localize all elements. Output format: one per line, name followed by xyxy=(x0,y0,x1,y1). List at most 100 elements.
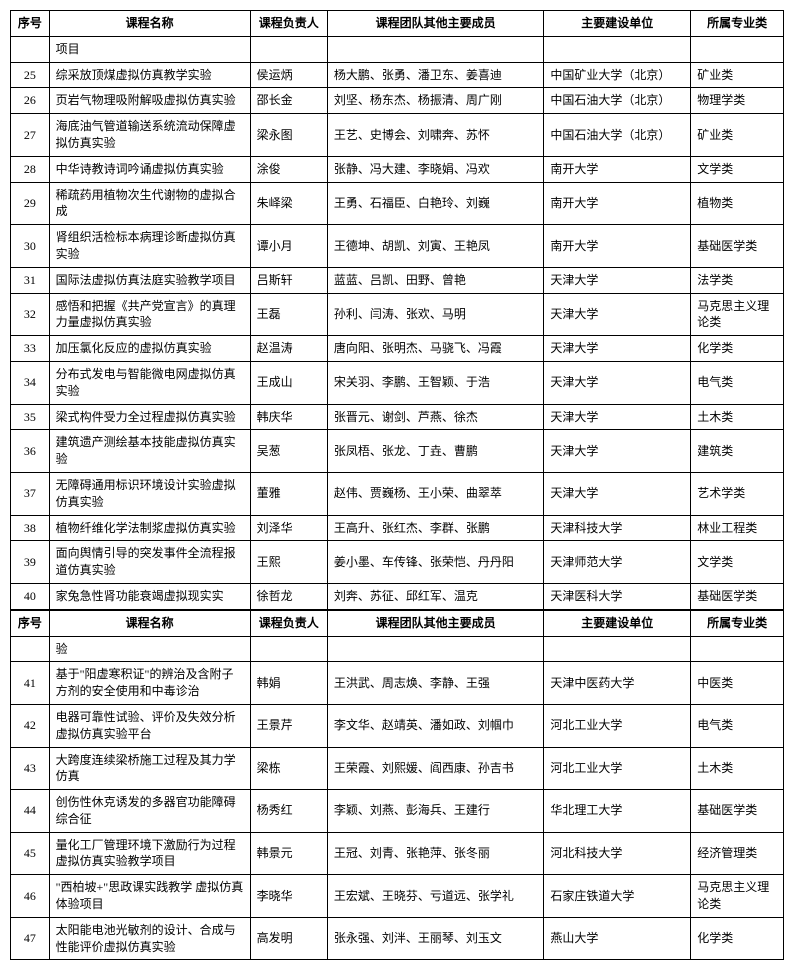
table-row: 44创伤性休克诱发的多器官功能障碍综合征杨秀红李颖、刘燕、彭海兵、王建行华北理工… xyxy=(11,790,784,833)
cell-members: 王勇、石福臣、白艳玲、刘巍 xyxy=(327,182,543,225)
cell-unit: 天津师范大学 xyxy=(544,541,691,584)
cell-course-name: 电器可靠性试验、评价及失效分析虚拟仿真实验平台 xyxy=(49,704,250,747)
cell-course-name: 项目 xyxy=(49,36,250,62)
cell-index: 31 xyxy=(11,267,50,293)
cell-members xyxy=(327,636,543,662)
cell-unit: 天津大学 xyxy=(544,267,691,293)
table-row: 38植物纤维化学法制浆虚拟仿真实验刘泽华王高升、张红杰、李群、张鹏天津科技大学林… xyxy=(11,515,784,541)
cell-index: 41 xyxy=(11,662,50,705)
table-row: 42电器可靠性试验、评价及失效分析虚拟仿真实验平台王景芹李文华、赵靖英、潘如政、… xyxy=(11,704,784,747)
cell-major: 马克思主义理论类 xyxy=(691,293,784,336)
cell-course-name: 量化工厂管理环境下激励行为过程虚拟仿真实验教学项目 xyxy=(49,832,250,875)
header-members: 课程团队其他主要成员 xyxy=(327,11,543,37)
cell-major: 马克思主义理论类 xyxy=(691,875,784,918)
cell-major: 基础医学类 xyxy=(691,225,784,268)
cell-unit: 华北理工大学 xyxy=(544,790,691,833)
cell-major: 化学类 xyxy=(691,917,784,960)
cell-members: 赵伟、贾巍杨、王小荣、曲翠萃 xyxy=(327,472,543,515)
cell-index: 38 xyxy=(11,515,50,541)
cell-members: 张静、冯大建、李晓娟、冯欢 xyxy=(327,156,543,182)
cell-unit xyxy=(544,636,691,662)
cell-unit: 河北科技大学 xyxy=(544,832,691,875)
cell-unit: 中国矿业大学（北京） xyxy=(544,62,691,88)
cell-leader: 王磊 xyxy=(250,293,327,336)
cell-unit: 燕山大学 xyxy=(544,917,691,960)
cell-course-name: 大跨度连续梁桥施工过程及其力学仿真 xyxy=(49,747,250,790)
fragment-row: 验 xyxy=(11,636,784,662)
cell-unit: 天津大学 xyxy=(544,293,691,336)
header-course-name: 课程名称 xyxy=(49,11,250,37)
cell-leader: 侯运炳 xyxy=(250,62,327,88)
cell-members: 蓝蓝、吕凯、田野、曾艳 xyxy=(327,267,543,293)
cell-leader: 朱峄梁 xyxy=(250,182,327,225)
cell-unit: 河北工业大学 xyxy=(544,704,691,747)
cell-members xyxy=(327,36,543,62)
cell-major: 基础医学类 xyxy=(691,790,784,833)
cell-unit: 中国石油大学（北京） xyxy=(544,114,691,157)
cell-members: 刘坚、杨东杰、杨振清、周广刚 xyxy=(327,88,543,114)
cell-leader: 杨秀红 xyxy=(250,790,327,833)
cell-members: 张晋元、谢剑、芦燕、徐杰 xyxy=(327,404,543,430)
cell-members: 张凤梧、张龙、丁垚、曹鹏 xyxy=(327,430,543,473)
cell-leader: 高发明 xyxy=(250,917,327,960)
table-row: 31国际法虚拟仿真法庭实验教学项目吕斯轩蓝蓝、吕凯、田野、曾艳天津大学法学类 xyxy=(11,267,784,293)
cell-index: 26 xyxy=(11,88,50,114)
cell-index: 45 xyxy=(11,832,50,875)
cell-leader: 刘泽华 xyxy=(250,515,327,541)
cell-index: 46 xyxy=(11,875,50,918)
cell-unit: 南开大学 xyxy=(544,225,691,268)
cell-major: 林业工程类 xyxy=(691,515,784,541)
cell-unit: 天津中医药大学 xyxy=(544,662,691,705)
cell-course-name: 太阳能电池光敏剂的设计、合成与性能评价虚拟仿真实验 xyxy=(49,917,250,960)
cell-course-name: 中华诗教诗词吟诵虚拟仿真实验 xyxy=(49,156,250,182)
cell-course-name: 海底油气管道输送系统流动保障虚拟仿真实验 xyxy=(49,114,250,157)
cell-major: 法学类 xyxy=(691,267,784,293)
cell-unit: 天津大学 xyxy=(544,472,691,515)
cell-index: 34 xyxy=(11,361,50,404)
cell-leader: 邵长金 xyxy=(250,88,327,114)
cell-course-name: "西柏坡+"思政课实践教学 虚拟仿真体验项目 xyxy=(49,875,250,918)
cell-members: 王宏斌、王晓芬、亏道远、张学礼 xyxy=(327,875,543,918)
cell-major: 中医类 xyxy=(691,662,784,705)
header-index: 序号 xyxy=(11,610,50,636)
cell-index: 40 xyxy=(11,583,50,609)
cell-course-name: 验 xyxy=(49,636,250,662)
cell-unit: 石家庄铁道大学 xyxy=(544,875,691,918)
cell-index: 25 xyxy=(11,62,50,88)
header-course-name: 课程名称 xyxy=(49,610,250,636)
cell-major xyxy=(691,36,784,62)
header-unit: 主要建设单位 xyxy=(544,11,691,37)
cell-course-name: 无障碍通用标识环境设计实验虚拟仿真实验 xyxy=(49,472,250,515)
cell-members: 孙利、闫涛、张欢、马明 xyxy=(327,293,543,336)
table-row: 32感悟和把握《共产党宣言》的真理力量虚拟仿真实验王磊孙利、闫涛、张欢、马明天津… xyxy=(11,293,784,336)
cell-major: 电气类 xyxy=(691,704,784,747)
table-row: 26页岩气物理吸附解吸虚拟仿真实验邵长金刘坚、杨东杰、杨振清、周广刚中国石油大学… xyxy=(11,88,784,114)
cell-course-name: 植物纤维化学法制浆虚拟仿真实验 xyxy=(49,515,250,541)
cell-members: 王高升、张红杰、李群、张鹏 xyxy=(327,515,543,541)
table-row: 40家兔急性肾功能衰竭虚拟现实实徐哲龙刘奔、苏征、邱红军、温克天津医科大学基础医… xyxy=(11,583,784,609)
cell-major: 矿业类 xyxy=(691,114,784,157)
cell-index: 36 xyxy=(11,430,50,473)
cell-major: 艺术学类 xyxy=(691,472,784,515)
cell-members: 刘奔、苏征、邱红军、温克 xyxy=(327,583,543,609)
table-row: 34分布式发电与智能微电网虚拟仿真实验王成山宋关羽、李鹏、王智颖、于浩天津大学电… xyxy=(11,361,784,404)
cell-unit: 南开大学 xyxy=(544,156,691,182)
cell-unit: 天津大学 xyxy=(544,336,691,362)
cell-index: 29 xyxy=(11,182,50,225)
cell-course-name: 加压氯化反应的虚拟仿真实验 xyxy=(49,336,250,362)
cell-major: 基础医学类 xyxy=(691,583,784,609)
cell-members: 王德坤、胡凯、刘寅、王艳凤 xyxy=(327,225,543,268)
cell-leader: 董雅 xyxy=(250,472,327,515)
cell-index: 47 xyxy=(11,917,50,960)
cell-members: 王冠、刘青、张艳萍、张冬丽 xyxy=(327,832,543,875)
cell-index: 39 xyxy=(11,541,50,584)
table-row: 29稀疏药用植物次生代谢物的虚拟合成朱峄梁王勇、石福臣、白艳玲、刘巍南开大学植物… xyxy=(11,182,784,225)
cell-leader xyxy=(250,636,327,662)
cell-members: 王艺、史博会、刘啸奔、苏怀 xyxy=(327,114,543,157)
cell-leader: 王成山 xyxy=(250,361,327,404)
cell-index: 43 xyxy=(11,747,50,790)
cell-index: 37 xyxy=(11,472,50,515)
table-row: 30肾组织活检标本病理诊断虚拟仿真实验谭小月王德坤、胡凯、刘寅、王艳凤南开大学基… xyxy=(11,225,784,268)
course-table-2: 序号 课程名称 课程负责人 课程团队其他主要成员 主要建设单位 所属专业类 验4… xyxy=(10,610,784,961)
cell-major: 经济管理类 xyxy=(691,832,784,875)
